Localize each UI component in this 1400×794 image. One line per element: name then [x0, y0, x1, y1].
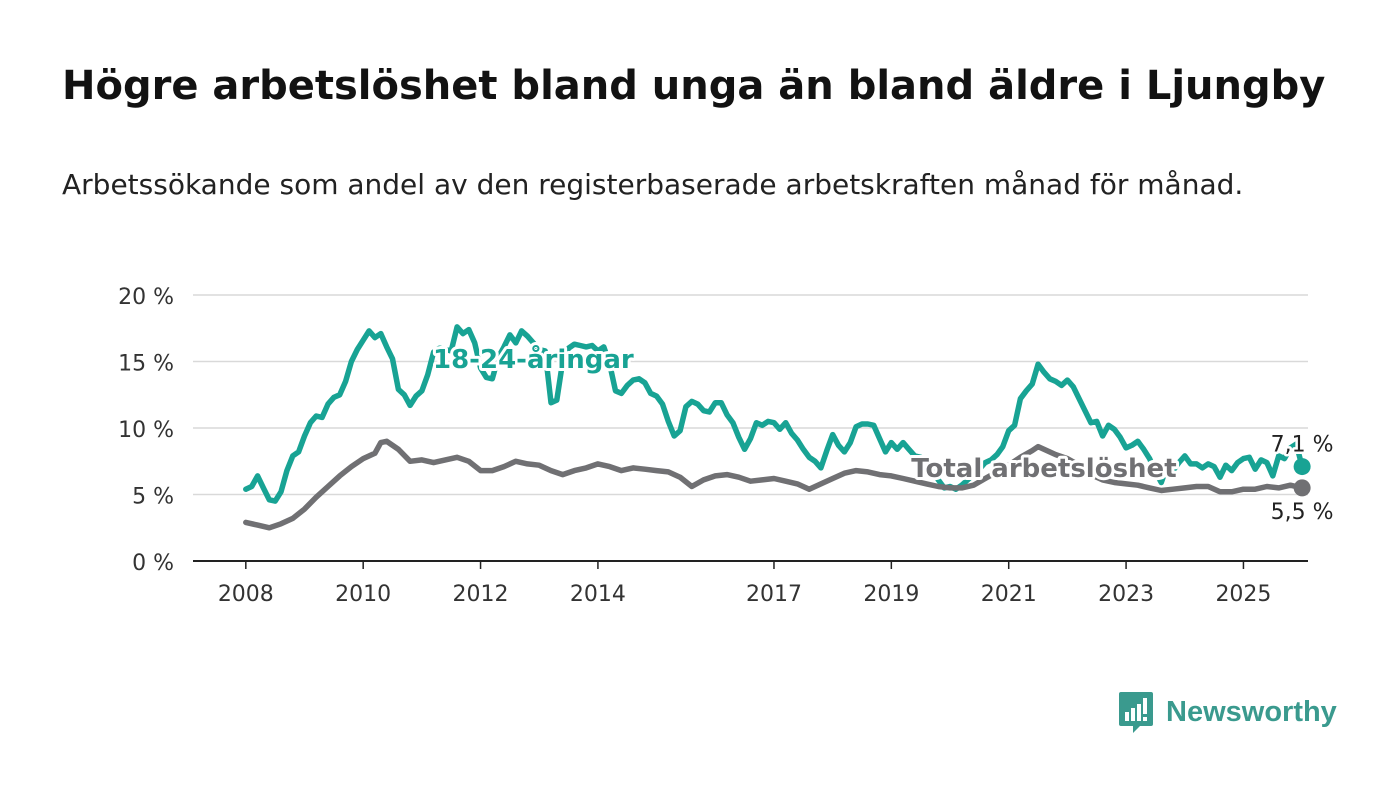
x-tick-label: 2019 [863, 582, 919, 607]
y-tick-label: 15 % [118, 352, 174, 377]
y-tick-label: 10 % [118, 418, 174, 443]
series-line-0 [243, 324, 1305, 504]
x-axis-labels: 2008 2010 2012 2014 2017 2019 2021 2023 2025 [218, 561, 1271, 607]
y-tick-label: 20 % [118, 285, 174, 310]
y-tick-label: 5 % [132, 485, 174, 510]
x-tick-label: 2014 [570, 582, 626, 607]
page-title: Högre arbetslöshet bland unga än bland ä… [62, 63, 1326, 109]
series-end-label-1: 5,5 % [1271, 500, 1334, 525]
x-tick-label: 2017 [746, 582, 802, 607]
x-tick-label: 2021 [981, 582, 1037, 607]
brand-name: Newsworthy [1166, 695, 1337, 728]
chart-subtitle: Arbetssökande som andel av den registerb… [62, 168, 1244, 201]
series-end-point-0 [1293, 458, 1311, 476]
series-name-label-0: 18-24-åringar [433, 343, 634, 375]
series-line-1 [243, 438, 1305, 531]
series-lines [243, 324, 1311, 531]
brand-logo[interactable]: Newsworthy [1118, 690, 1337, 734]
x-tick-label: 2025 [1215, 582, 1271, 607]
series-name-label-1: Total arbetslöshet [911, 454, 1176, 484]
x-tick-label: 2012 [453, 582, 509, 607]
x-tick-label: 2008 [218, 582, 274, 607]
series-labels: 18-24-åringar 7,1 % Total arbetslöshet 5,5 … [430, 340, 1336, 527]
grid-lines [193, 294, 1308, 562]
x-tick-label: 2023 [1098, 582, 1154, 607]
y-axis-labels: 0 % 5 % 10 % 15 % 20 % [118, 285, 174, 576]
series-end-point-1 [1293, 479, 1311, 497]
x-tick-label: 2010 [335, 582, 391, 607]
series-end-label-0: 7,1 % [1271, 433, 1334, 458]
y-tick-label: 0 % [132, 551, 174, 576]
bar-chart-speech-bubble-icon [1119, 692, 1153, 733]
